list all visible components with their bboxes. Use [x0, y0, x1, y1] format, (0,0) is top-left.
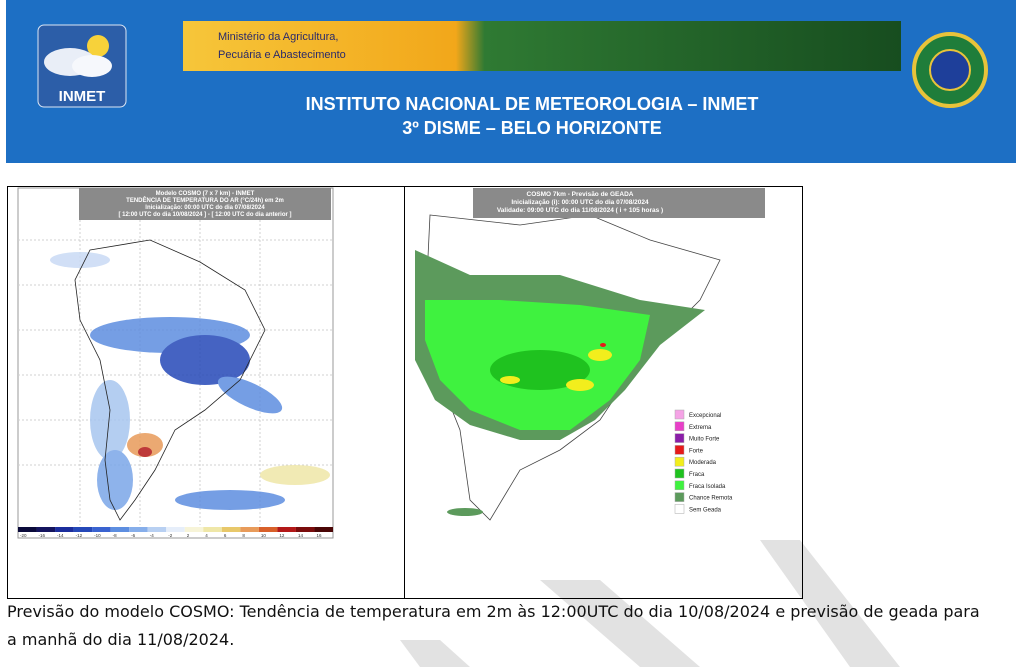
- colorbar-label: 12: [279, 533, 285, 538]
- colorbar-swatch: [73, 527, 93, 532]
- legend-label: Fraca: [689, 472, 705, 478]
- colorbar-label: 8: [242, 533, 245, 538]
- map-title: Inicialização (i): 00:00 UTC do dia 07/0…: [511, 199, 649, 206]
- legend-swatch: [674, 456, 685, 467]
- header-title: 3º DISME – BELO HORIZONTE: [402, 118, 662, 138]
- colorbar-label: 6: [224, 533, 227, 538]
- frost-map: COSMO 7km - Previsão de GEADAInicializaç…: [414, 188, 766, 540]
- colorbar-label: -10: [94, 533, 101, 538]
- inmet-logo: INMET: [37, 24, 127, 108]
- legend-label: Sem Geada: [689, 507, 722, 513]
- colorbar-label: 4: [205, 533, 208, 538]
- logo-text: INMET: [59, 88, 106, 105]
- legend-label: Fraca Isolada: [689, 484, 726, 490]
- colorbar-label: -6: [131, 533, 135, 538]
- brazil-emblem: [912, 32, 988, 108]
- legend-label: Forte: [689, 448, 704, 454]
- legend-label: Muito Forte: [689, 437, 720, 443]
- colorbar-swatch: [92, 527, 111, 532]
- colorbar-swatch: [258, 527, 278, 532]
- colorbar-swatch: [184, 527, 204, 532]
- legend-swatch: [674, 492, 685, 502]
- colorbar-swatch: [240, 527, 259, 532]
- map-title: TENDÊNCIA DE TEMPERATURA DO AR (°C/24h) …: [126, 196, 284, 204]
- colorbar-label: -12: [76, 533, 83, 538]
- legend-label: Extrema: [689, 425, 712, 431]
- legend-label: Excepcional: [689, 413, 721, 419]
- colorbar-label: 16: [316, 533, 322, 538]
- colorbar-label: -8: [113, 533, 117, 538]
- colorbar-label: 10: [261, 533, 267, 538]
- colorbar-label: -2: [168, 533, 172, 538]
- colorbar-swatch: [295, 527, 315, 532]
- colorbar-swatch: [129, 527, 148, 532]
- colorbar-swatch: [36, 527, 56, 532]
- colorbar-swatch: [110, 527, 130, 532]
- colorbar-label: -14: [57, 533, 64, 538]
- colorbar-swatch: [203, 527, 222, 532]
- map-title: Modelo COSMO (7 x 7 km) - INMET: [156, 191, 255, 197]
- colorbar-swatch: [147, 527, 167, 532]
- legend-label: Moderada: [689, 460, 717, 466]
- colorbar-label: 14: [298, 533, 304, 538]
- map-title: Inicialização: 00:00 UTC do dia 07/08/20…: [145, 205, 265, 211]
- caption-line: Previsão do modelo COSMO: Tendência de t…: [7, 602, 980, 621]
- colorbar-label: -16: [39, 533, 46, 538]
- colorbar-label: -4: [150, 533, 154, 538]
- colorbar-swatch: [55, 527, 74, 532]
- ministry-banner: Ministério da Agricultura, Pecuária e Ab…: [183, 21, 901, 71]
- legend-label: Chance Remota: [689, 496, 733, 502]
- colorbar-swatch: [221, 527, 241, 532]
- colorbar-swatch: [166, 527, 185, 532]
- ministry-line: Ministério da Agricultura,: [218, 31, 338, 43]
- legend-swatch: [674, 480, 685, 491]
- colorbar-label: 2: [187, 533, 190, 538]
- header-title: INSTITUTO NACIONAL DE METEOROLOGIA – INM…: [306, 94, 759, 114]
- map-title: Validade: 09:00 UTC do dia 11/08/2024 ( …: [497, 207, 663, 214]
- legend-swatch: [674, 468, 685, 479]
- caption-line: a manhã do dia 11/08/2024.: [7, 630, 234, 649]
- colorbar-label: -20: [20, 533, 27, 538]
- colorbar-swatch: [18, 527, 37, 532]
- legend-swatch: [674, 433, 685, 443]
- legend-swatch: [674, 409, 685, 420]
- colorbar-swatch: [277, 527, 296, 532]
- ministry-line: Pecuária e Abastecimento: [218, 49, 346, 61]
- legend-swatch: [674, 445, 685, 455]
- map-title: COSMO 7km - Previsão de GEADA: [527, 191, 634, 198]
- watermark: [400, 540, 900, 667]
- colorbar-swatch: [314, 527, 333, 532]
- map-title: [ 12:00 UTC do dia 10/08/2024 ] - [ 12:0…: [118, 212, 291, 218]
- legend-swatch: [674, 504, 685, 514]
- temperature-map: Modelo COSMO (7 x 7 km) - INMETTENDÊNCIA…: [17, 187, 334, 539]
- legend-swatch: [674, 421, 685, 432]
